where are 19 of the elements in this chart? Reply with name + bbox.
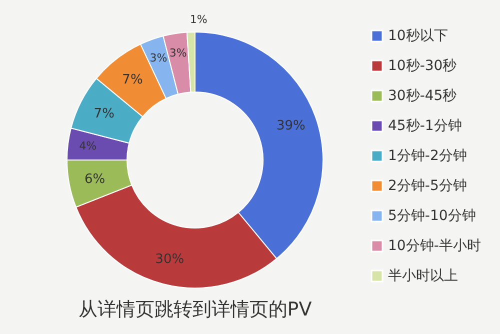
data-label: 30% — [155, 252, 184, 267]
legend-label: 30秒-45秒 — [388, 88, 457, 104]
legend-label: 半小时以上 — [388, 268, 458, 284]
legend-label: 10分钟-半小时 — [388, 238, 481, 254]
data-label: 7% — [122, 72, 143, 88]
data-label: 7% — [94, 106, 114, 122]
legend-label: 1分钟-2分钟 — [388, 148, 467, 164]
text: 从详情页跳转到详情页的PV — [78, 298, 312, 321]
data-label: 1% — [190, 13, 208, 26]
data-label: 3% — [169, 46, 187, 60]
legend-label: 2分钟-5分钟 — [388, 178, 467, 194]
data-label: 4% — [79, 139, 97, 152]
data-label: 3% — [150, 51, 168, 64]
data-label: 39% — [276, 118, 306, 134]
legend-label: 10秒-30秒 — [388, 58, 457, 74]
legend-label: 45秒-1分钟 — [388, 118, 462, 134]
data-label: 6% — [84, 172, 106, 188]
legend-label: 5分钟-10分钟 — [388, 208, 476, 224]
legend-label: 10秒以下 — [388, 28, 448, 44]
